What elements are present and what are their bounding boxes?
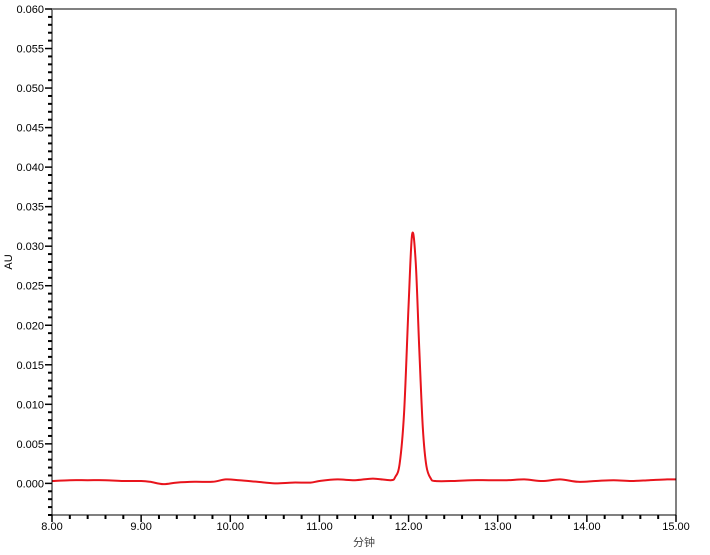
y-tick-label: 0.045 bbox=[16, 123, 44, 135]
x-tick-label: 9.00 bbox=[130, 521, 151, 533]
x-tick-label: 14.00 bbox=[573, 521, 601, 533]
series-line bbox=[51, 231, 677, 486]
plot-frame bbox=[51, 8, 677, 516]
y-tick-label: 0.030 bbox=[16, 241, 44, 253]
y-tick-label: 0.015 bbox=[16, 360, 44, 372]
x-tick-label: 8.00 bbox=[41, 521, 62, 533]
x-tick-label: 10.00 bbox=[217, 521, 245, 533]
y-tick-label: 0.005 bbox=[16, 439, 44, 451]
y-axis-ticks: 0.000 0.005 0.010 0.015 0.020 0.025 0.030 0.035… bbox=[16, 4, 52, 516]
x-tick-label: 11.00 bbox=[306, 521, 333, 533]
y-tick-label: 0.025 bbox=[16, 281, 44, 293]
y-tick-label: 0.060 bbox=[16, 4, 44, 16]
x-tick-label: 13.00 bbox=[484, 521, 512, 533]
y-tick-label: 0.035 bbox=[16, 202, 44, 214]
y-tick-label: 0.000 bbox=[16, 478, 44, 490]
x-tick-label: 15.00 bbox=[662, 521, 690, 533]
x-axis-label: 分钟 bbox=[353, 535, 375, 549]
y-tick-label: 0.020 bbox=[16, 320, 44, 332]
y-tick-label: 0.040 bbox=[16, 162, 44, 174]
x-axis-ticks: 8.00 9.00 10.00 11.00 12.00 13.00 14.00 15.00 bbox=[41, 515, 690, 533]
y-tick-label: 0.050 bbox=[16, 83, 44, 95]
x-tick-label: 12.00 bbox=[395, 521, 423, 533]
y-axis-label: AU bbox=[3, 254, 15, 269]
y-tick-label: 0.055 bbox=[16, 44, 44, 56]
y-tick-label: 0.010 bbox=[16, 399, 44, 411]
